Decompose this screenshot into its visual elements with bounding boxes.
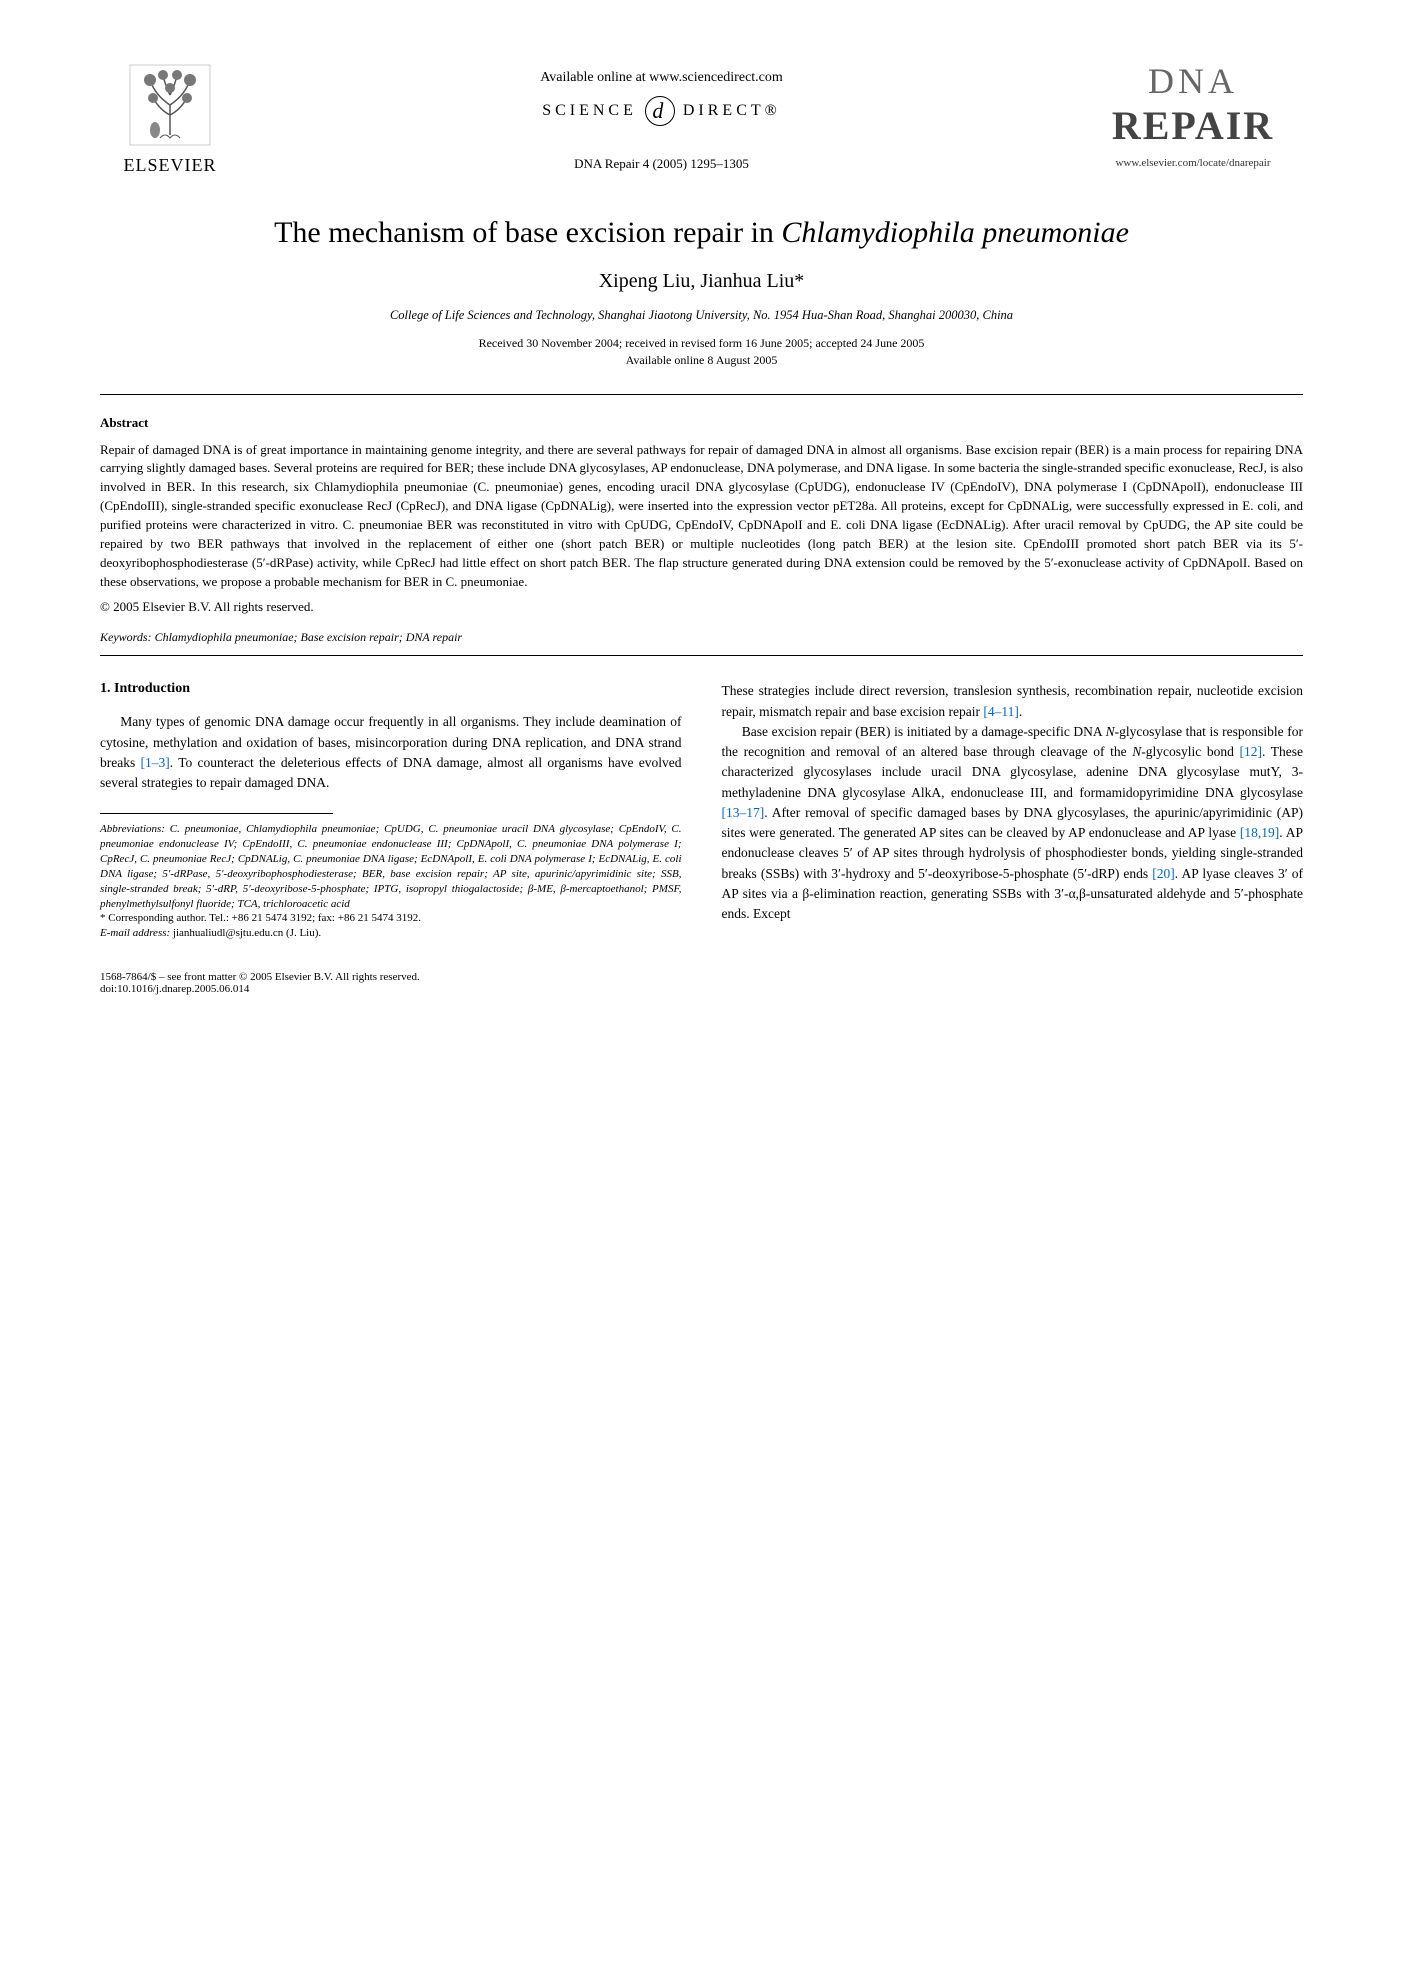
affiliation: College of Life Sciences and Technology,… xyxy=(100,308,1303,323)
article-dates: Received 30 November 2004; received in r… xyxy=(100,335,1303,369)
corresponding-footnote: * Corresponding author. Tel.: +86 21 547… xyxy=(100,911,682,926)
intro-col2: These strategies include direct reversio… xyxy=(722,681,1304,924)
footer: 1568-7864/$ – see front matter © 2005 El… xyxy=(100,971,1303,995)
intro-col1: Many types of genomic DNA damage occur f… xyxy=(100,712,682,793)
keywords-label: Keywords: xyxy=(100,630,152,644)
ref-13-17[interactable]: [13–17] xyxy=(722,805,765,820)
title-plain: The mechanism of base excision repair in xyxy=(274,216,781,249)
rule-top xyxy=(100,394,1303,395)
citation-line: DNA Repair 4 (2005) 1295–1305 xyxy=(240,156,1083,172)
abstract-text: Repair of damaged DNA is of great import… xyxy=(100,442,1303,589)
dates-line1: Received 30 November 2004; received in r… xyxy=(100,335,1303,352)
two-column-body: 1. Introduction Many types of genomic DN… xyxy=(100,681,1303,941)
section-1-heading: 1. Introduction xyxy=(100,681,682,697)
abstract-heading: Abstract xyxy=(100,415,1303,431)
ref-1-3[interactable]: [1–3] xyxy=(141,755,170,770)
ref-18-19[interactable]: [18,19] xyxy=(1240,825,1279,840)
sciencedirect-logo: SCIENCE d DIRECT® xyxy=(240,96,1083,126)
right-column: These strategies include direct reversio… xyxy=(722,681,1304,941)
keywords-line: Keywords: Chlamydiophila pneumoniae; Bas… xyxy=(100,630,1303,645)
journal-block: DNA REPAIR www.elsevier.com/locate/dnare… xyxy=(1083,60,1303,169)
title-italic: Chlamydiophila pneumoniae xyxy=(781,216,1128,249)
authors-names: Xipeng Liu, Jianhua Liu xyxy=(599,270,795,292)
elsevier-tree-icon xyxy=(125,60,215,150)
corresponding-star: * xyxy=(794,270,804,292)
left-column: 1. Introduction Many types of genomic DN… xyxy=(100,681,682,941)
publisher-name: ELSEVIER xyxy=(124,155,217,176)
abbrev-text: C. pneumoniae, Chlamydiophila pneumoniae… xyxy=(100,823,682,909)
rule-bottom xyxy=(100,655,1303,656)
copyright-line: © 2005 Elsevier B.V. All rights reserved… xyxy=(100,599,1303,615)
journal-url: www.elsevier.com/locate/dnarepair xyxy=(1083,157,1303,169)
sd-d-icon: d xyxy=(645,96,675,126)
email-footnote: E-mail address: jianhualiudl@sjtu.edu.cn… xyxy=(100,926,682,941)
abbreviations-footnote: Abbreviations: C. pneumoniae, Chlamydiop… xyxy=(100,822,682,911)
keywords-text: Chlamydiophila pneumoniae; Base excision… xyxy=(152,630,463,644)
available-online-text: Available online at www.sciencedirect.co… xyxy=(240,70,1083,86)
journal-name-line1: DNA xyxy=(1083,60,1303,102)
intro-col1-p1: Many types of genomic DNA damage occur f… xyxy=(100,712,682,793)
intro-col2-p1: These strategies include direct reversio… xyxy=(722,681,1304,722)
dates-line2: Available online 8 August 2005 xyxy=(100,352,1303,369)
page-header: ELSEVIER Available online at www.science… xyxy=(100,60,1303,176)
ref-20[interactable]: [20] xyxy=(1152,866,1175,881)
ref-4-11[interactable]: [4–11] xyxy=(983,704,1019,719)
footnote-rule xyxy=(100,813,333,814)
article-title: The mechanism of base excision repair in… xyxy=(100,216,1303,250)
email-label: E-mail address: xyxy=(100,927,170,939)
intro-col2-p2: Base excision repair (BER) is initiated … xyxy=(722,722,1304,925)
abbrev-label: Abbreviations: xyxy=(100,823,165,835)
sd-right: DIRECT® xyxy=(683,102,781,120)
publisher-block: ELSEVIER xyxy=(100,60,240,176)
email-text: jianhualiudl@sjtu.edu.cn (J. Liu). xyxy=(170,927,321,939)
sd-left: SCIENCE xyxy=(542,102,637,120)
ref-12[interactable]: [12] xyxy=(1240,744,1263,759)
footer-line1: 1568-7864/$ – see front matter © 2005 El… xyxy=(100,971,1303,983)
authors-line: Xipeng Liu, Jianhua Liu* xyxy=(100,270,1303,293)
journal-name-line2: REPAIR xyxy=(1083,102,1303,149)
abstract-body: Repair of damaged DNA is of great import… xyxy=(100,441,1303,592)
center-header: Available online at www.sciencedirect.co… xyxy=(240,60,1083,172)
footer-line2: doi:10.1016/j.dnarep.2005.06.014 xyxy=(100,983,1303,995)
